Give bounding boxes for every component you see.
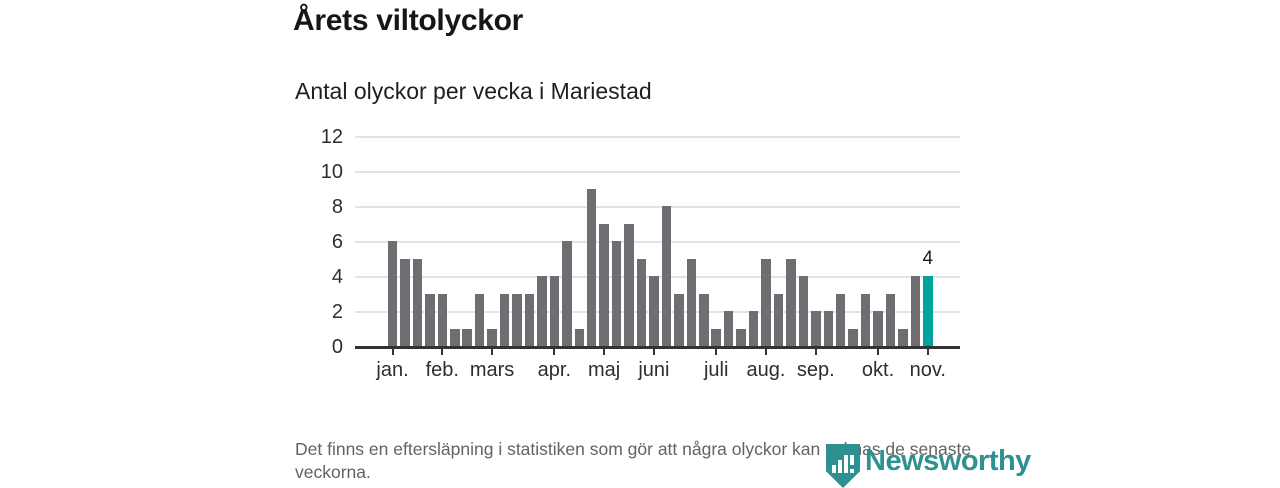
bar-week-43 (910, 276, 921, 346)
last-bar-value-label: 4 (922, 248, 934, 269)
bar-week-20 (624, 223, 634, 346)
bar-week-17 (586, 188, 597, 346)
bar-week-9 (487, 328, 497, 346)
x-axis-tick (441, 348, 444, 355)
bar-week-19 (611, 241, 622, 346)
bar-week-25 (686, 258, 697, 346)
x-axis-label-sep: sep. (796, 359, 835, 381)
bar-week-12 (524, 293, 535, 346)
bar-week-29 (736, 328, 746, 346)
bar-week-24 (674, 293, 684, 346)
x-axis-label-okt: okt. (861, 359, 895, 381)
bar-week-34 (798, 276, 809, 346)
bar-week-23 (661, 206, 672, 346)
x-axis-tick (491, 348, 494, 355)
bar-week-18 (599, 223, 609, 346)
bar-week-32 (773, 293, 784, 346)
bar-week-5 (437, 293, 448, 346)
x-axis-label-jan: jan. (376, 359, 409, 381)
bar-week-3 (412, 258, 423, 346)
gridline-y12 (355, 136, 960, 138)
x-axis-line (355, 345, 960, 349)
y-axis-label: 0 (331, 336, 343, 358)
bar-week-27 (711, 328, 721, 346)
bar-week-30 (748, 311, 759, 346)
y-axis-label: 4 (331, 266, 343, 288)
x-axis-tick (553, 348, 556, 355)
bar-week-36 (823, 311, 833, 346)
bar-week-35 (811, 311, 821, 346)
bar-week-14 (549, 276, 560, 346)
bar-week-7 (462, 328, 472, 346)
page-title: Årets viltolyckor (293, 4, 523, 37)
newsworthy-wordmark: Newsworthy (865, 445, 1031, 477)
bar-week-40 (873, 311, 883, 346)
gridline-y8 (355, 206, 960, 208)
x-axis-label-aug: aug. (746, 359, 786, 381)
bar-week-39 (860, 293, 871, 346)
bar-week-44 (923, 276, 933, 346)
gridline-y10 (355, 171, 960, 173)
x-axis-tick (877, 348, 880, 355)
footer-disclaimer: Det finns en eftersläpning i statistiken… (295, 439, 972, 483)
bar-week-21 (636, 258, 647, 346)
y-axis-label: 2 (331, 301, 343, 323)
newsworthy-marker-icon (826, 444, 860, 488)
x-axis-tick (715, 348, 718, 355)
x-axis-label-nov: nov. (909, 359, 946, 381)
y-axis-label: 6 (331, 231, 343, 253)
x-axis-label-juli: juli (703, 359, 729, 381)
bar-week-26 (699, 293, 709, 346)
newsworthy-logo[interactable]: Newsworthy (826, 444, 1031, 488)
bar-week-6 (450, 328, 460, 346)
bar-week-13 (537, 276, 547, 346)
x-axis-tick (652, 348, 655, 355)
bar-week-31 (761, 258, 771, 346)
x-axis-label-apr: apr. (537, 359, 572, 381)
bar-week-10 (499, 293, 510, 346)
y-axis-label: 8 (331, 196, 343, 218)
bar-week-42 (898, 328, 908, 346)
bar-week-8 (474, 293, 485, 346)
bar-week-28 (723, 311, 734, 346)
gridline-y6 (355, 241, 960, 243)
y-axis-label: 12 (320, 126, 343, 148)
bar-week-1 (387, 241, 398, 346)
bar-week-15 (562, 241, 572, 346)
bar-week-37 (835, 293, 846, 346)
bar-week-2 (400, 258, 410, 346)
bar-week-16 (574, 328, 584, 346)
bar-week-41 (885, 293, 896, 346)
x-axis-label-maj: maj (588, 359, 621, 381)
x-axis-label-feb: feb. (425, 359, 459, 381)
x-axis-tick (926, 348, 929, 355)
x-axis-tick (603, 348, 606, 355)
x-axis-tick (391, 348, 394, 355)
bar-week-33 (786, 258, 796, 346)
x-axis-label-juni: juni (638, 359, 670, 381)
bar-week-4 (425, 293, 435, 346)
x-axis-tick (765, 348, 767, 355)
bar-week-11 (512, 293, 522, 346)
bar-week-38 (848, 328, 858, 346)
bar-week-22 (649, 276, 659, 346)
y-axis-label: 10 (320, 161, 343, 183)
x-axis-tick (814, 348, 817, 355)
x-axis-label-mars: mars (469, 359, 515, 381)
chart-subtitle: Antal olyckor per vecka i Mariestad (295, 78, 652, 104)
